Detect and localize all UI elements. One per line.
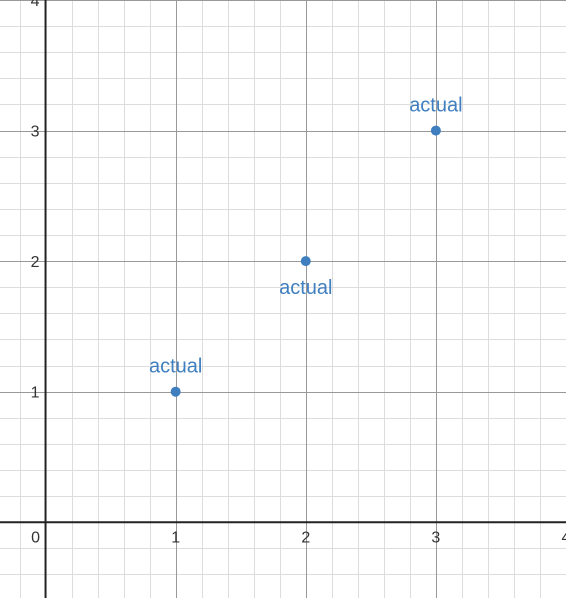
- data-point-labels: actual actual actual: [149, 95, 463, 378]
- x-tick-label: 1: [171, 529, 180, 546]
- data-point-label: actual: [409, 95, 462, 117]
- origin-tick-label: 0: [31, 529, 40, 546]
- x-tick-label: 3: [431, 529, 440, 546]
- data-point[interactable]: [301, 256, 311, 266]
- x-tick-label: 4: [562, 529, 566, 546]
- data-point[interactable]: [171, 387, 181, 397]
- y-tick-label: 3: [31, 124, 40, 141]
- x-tick-labels: 1 2 3 4: [171, 529, 566, 546]
- x-tick-label: 2: [301, 529, 310, 546]
- data-point-label: actual: [149, 356, 202, 378]
- data-point-label: actual: [279, 277, 332, 299]
- y-tick-label: 2: [31, 254, 40, 271]
- y-tick-label: 1: [31, 385, 40, 402]
- y-tick-label: 4: [31, 0, 40, 10]
- data-point[interactable]: [431, 126, 441, 136]
- y-tick-labels: 1 2 3 4: [31, 0, 40, 402]
